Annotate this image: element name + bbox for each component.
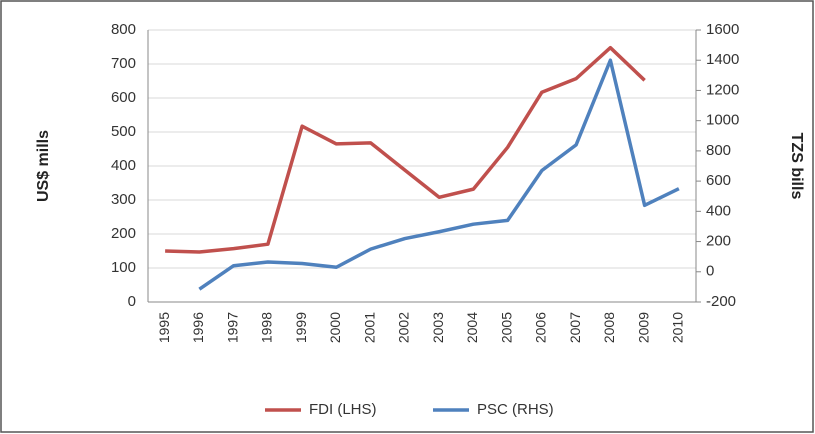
y-tick-label: 500 (111, 123, 136, 140)
y2-tick-label: 1400 (706, 51, 739, 68)
y-tick-label: 400 (111, 157, 136, 174)
y-tick-label: 100 (111, 259, 136, 276)
x-tick-label: 2000 (327, 312, 343, 343)
y-axis-label: US$ mills (35, 130, 52, 202)
y2-tick-label: 800 (706, 142, 731, 159)
x-tick-label: 1995 (156, 312, 172, 343)
x-tick-label: 1996 (190, 312, 206, 343)
y2-tick-label: -200 (706, 293, 736, 310)
x-tick-label: 2008 (601, 312, 617, 343)
y2-axis-label: TZS bills (788, 133, 805, 200)
x-tick-label: 2009 (635, 312, 651, 343)
y-tick-label: 800 (111, 21, 136, 38)
series-line (165, 45, 646, 254)
y2-tick-label: 200 (706, 233, 731, 250)
x-tick-label: 1998 (259, 312, 275, 343)
x-tick-label: 2005 (498, 312, 514, 343)
x-tick-label: 2003 (430, 312, 446, 343)
y2-tick-label: 1600 (706, 21, 739, 38)
legend-label: PSC (RHS) (477, 401, 554, 418)
x-tick-label: 2004 (464, 312, 480, 343)
x-tick-label: 1999 (293, 312, 309, 343)
y2-tick-label: 1000 (706, 112, 739, 129)
x-tick-label: 2010 (670, 312, 686, 343)
y-tick-label: 700 (111, 55, 136, 72)
series-line (198, 58, 680, 291)
y2-tick-label: 0 (706, 263, 714, 280)
y-tick-label: 200 (111, 225, 136, 242)
y2-tick-label: 400 (706, 202, 731, 219)
y-tick-label: 0 (128, 293, 136, 310)
x-tick-label: 2006 (533, 312, 549, 343)
y-tick-label: 300 (111, 191, 136, 208)
x-tick-label: 2007 (567, 312, 583, 343)
x-tick-label: 2002 (396, 312, 412, 343)
y2-tick-label: 600 (706, 172, 731, 189)
legend-label: FDI (LHS) (309, 401, 377, 418)
y2-tick-label: 1200 (706, 81, 739, 98)
x-tick-label: 1997 (224, 312, 240, 343)
x-tick-label: 2001 (361, 312, 377, 343)
y-tick-label: 600 (111, 89, 136, 106)
